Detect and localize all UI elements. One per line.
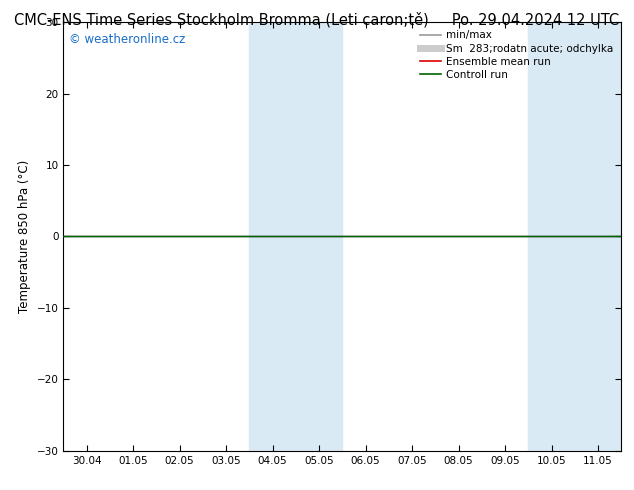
Bar (528, 22, 575, 451)
Bar (575, 22, 621, 451)
Bar (296, 22, 342, 451)
Y-axis label: Temperature 850 hPa (°C): Temperature 850 hPa (°C) (18, 160, 31, 313)
Text: © weatheronline.cz: © weatheronline.cz (69, 33, 185, 46)
Bar (249, 22, 296, 451)
Legend: min/max, Sm  283;rodatn acute; odchylka, Ensemble mean run, Controll run: min/max, Sm 283;rodatn acute; odchylka, … (417, 27, 616, 83)
Text: CMC-ENS Time Series Stockholm Bromma (Leti caron;tě)     Po. 29.04.2024 12 UTC: CMC-ENS Time Series Stockholm Bromma (Le… (15, 12, 619, 28)
